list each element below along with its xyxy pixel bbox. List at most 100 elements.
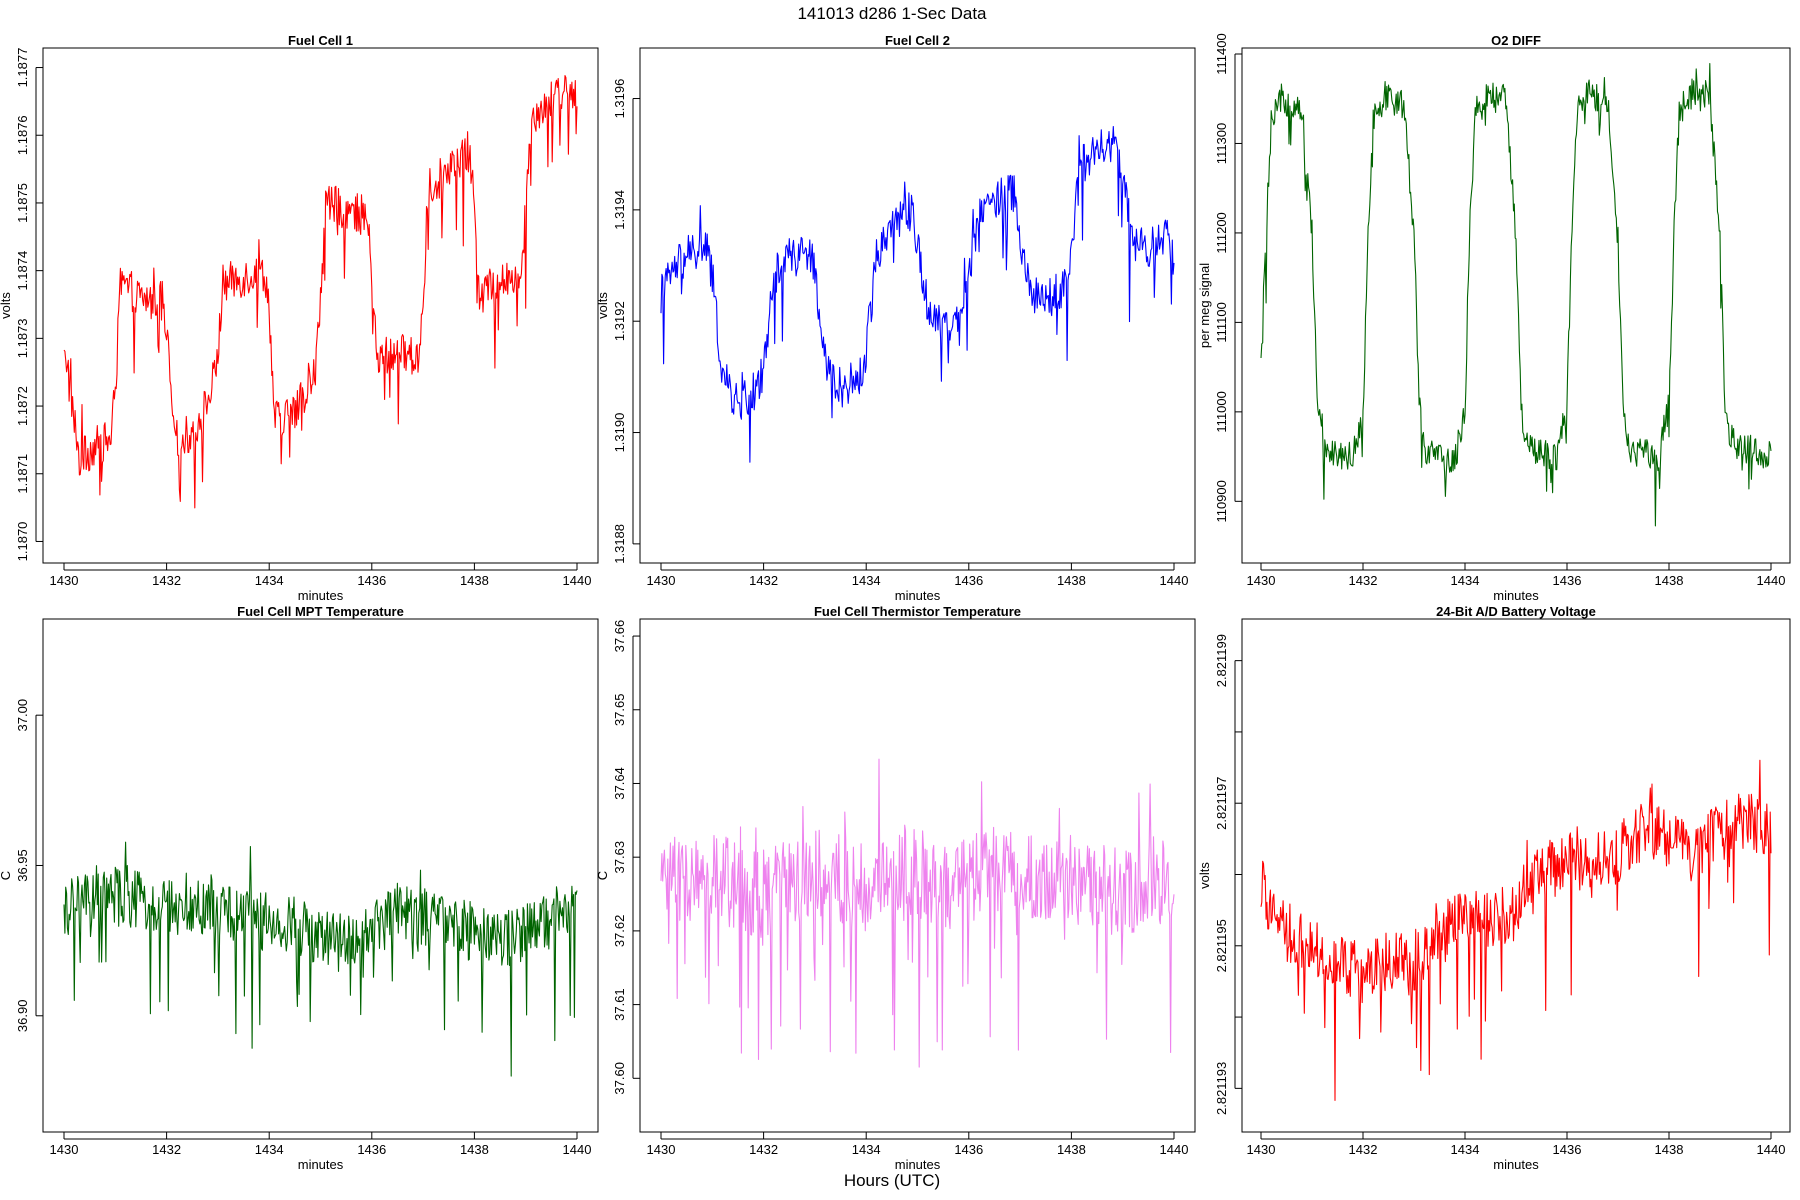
x-tick-label: 1434 [1451, 573, 1480, 588]
x-tick-label: 1434 [852, 573, 881, 588]
y-tick-label: 1.3194 [612, 190, 627, 230]
y-tick-label: 111200 [1214, 212, 1229, 253]
panel-title: Fuel Cell Thermistor Temperature [814, 604, 1021, 619]
x-axis-label: minutes [1493, 588, 1539, 603]
x-tick-label: 1440 [563, 573, 592, 588]
x-axis-label: minutes [298, 1157, 344, 1172]
x-tick-label: 1438 [1655, 573, 1684, 588]
x-tick-label: 1432 [749, 1142, 778, 1157]
y-tick-label: 111400 [1214, 33, 1229, 74]
plot-frame [639, 618, 1196, 1133]
y-tick-label: 37.63 [612, 841, 627, 874]
y-tick-label: 37.66 [612, 620, 627, 653]
y-tick-label: 1.1873 [15, 318, 30, 358]
y-tick-label: 36.90 [15, 1000, 30, 1033]
chart-panel-2: Fuel Cell 2 1430 1432 1434 1436 1438 1440 minut… [595, 33, 1196, 603]
x-tick-label: 1440 [1160, 1142, 1189, 1157]
x-tick-label: 1432 [152, 573, 181, 588]
y-tick-label: 2.821197 [1214, 777, 1229, 830]
y-axis-label: volts [0, 292, 13, 319]
plot-frame [42, 47, 599, 564]
y-axis-label: per meg signal [1197, 263, 1212, 348]
y-axis-label: volts [595, 292, 610, 319]
plot-frame [1241, 618, 1791, 1133]
plot-frame [42, 618, 599, 1133]
panel-title: Fuel Cell MPT Temperature [237, 604, 404, 619]
y-axis-label: C [595, 871, 610, 880]
y-tick-label: 1.1877 [15, 48, 30, 88]
plot-frame [1241, 47, 1791, 564]
x-axis-label: minutes [895, 588, 941, 603]
y-tick-label: 111100 [1214, 302, 1229, 343]
series-line [63, 841, 578, 1077]
plot-frame [639, 47, 1196, 564]
y-tick-label: 36.95 [15, 849, 30, 882]
y-tick-label: 37.60 [612, 1062, 627, 1095]
y-tick-label: 37.00 [15, 699, 30, 732]
panel-title: 24-Bit A/D Battery Voltage [1436, 604, 1596, 619]
y-tick-label: 37.65 [612, 693, 627, 726]
x-tick-label: 1438 [1057, 573, 1086, 588]
x-axis-label: minutes [298, 588, 344, 603]
x-tick-label: 1432 [152, 1142, 181, 1157]
y-tick-label: 111300 [1214, 123, 1229, 164]
y-tick-label: 37.62 [612, 915, 627, 948]
y-tick-label: 2.821195 [1214, 919, 1229, 972]
panel-title: Fuel Cell 2 [885, 33, 950, 48]
series-line [1260, 63, 1772, 527]
x-tick-label: 1436 [954, 1142, 983, 1157]
chart-panel-1: Fuel Cell 1 1430 1432 1434 1436 1438 1440 minut… [0, 33, 599, 603]
x-axis-label: minutes [895, 1157, 941, 1172]
y-tick-label: 1.1875 [15, 183, 30, 223]
y-tick-label: 1.3192 [612, 301, 627, 341]
x-tick-label: 1434 [255, 1142, 284, 1157]
y-axis-label: volts [1197, 862, 1212, 889]
y-tick-label: 2.821199 [1214, 634, 1229, 687]
y-tick-label: 37.64 [612, 767, 627, 800]
y-tick-label: 1.1870 [15, 522, 30, 562]
y-tick-label: 1.3190 [612, 413, 627, 453]
x-tick-label: 1440 [1160, 573, 1189, 588]
series-line [660, 758, 1175, 1068]
figure-title: 141013 d286 1-Sec Data [797, 4, 987, 23]
panel-title: Fuel Cell 1 [288, 33, 353, 48]
x-axis-label: minutes [1493, 1157, 1539, 1172]
chart-panel-3: O2 DIFF 1430 1432 1434 1436 1438 1440 minutes 11… [1197, 33, 1791, 603]
x-tick-label: 1434 [255, 573, 284, 588]
series-line [63, 75, 578, 509]
x-tick-label: 1440 [563, 1142, 592, 1157]
x-tick-label: 1432 [749, 573, 778, 588]
panels-group: Fuel Cell 1 1430 1432 1434 1436 1438 1440 minut… [0, 33, 1791, 1172]
y-tick-label: 37.61 [612, 988, 627, 1021]
x-tick-label: 1436 [1553, 1142, 1582, 1157]
chart-panel-6: 24-Bit A/D Battery Voltage 1430 1432 1434 14… [1197, 604, 1791, 1172]
x-tick-label: 1436 [357, 573, 386, 588]
x-tick-label: 1436 [1553, 573, 1582, 588]
footer-label: Hours (UTC) [844, 1171, 940, 1190]
x-tick-label: 1430 [50, 573, 79, 588]
x-tick-label: 1436 [954, 573, 983, 588]
x-tick-label: 1430 [647, 1142, 676, 1157]
x-tick-label: 1432 [1349, 573, 1378, 588]
panel-title: O2 DIFF [1491, 33, 1541, 48]
x-tick-label: 1432 [1349, 1142, 1378, 1157]
chart-panel-4: Fuel Cell MPT Temperature 1430 1432 1434 143… [0, 604, 599, 1172]
y-tick-label: 1.3196 [612, 79, 627, 119]
x-tick-label: 1440 [1757, 1142, 1786, 1157]
series-line [660, 125, 1175, 463]
y-tick-label: 1.1876 [15, 115, 30, 155]
y-tick-label: 110900 [1214, 480, 1229, 522]
chart-panel-5: Fuel Cell Thermistor Temperature 1430 1432… [595, 604, 1196, 1172]
series-line [1260, 759, 1772, 1101]
x-tick-label: 1434 [1451, 1142, 1480, 1157]
y-tick-label: 1.1872 [15, 386, 30, 426]
x-tick-label: 1436 [357, 1142, 386, 1157]
x-tick-label: 1438 [1655, 1142, 1684, 1157]
x-tick-label: 1430 [1247, 1142, 1276, 1157]
x-tick-label: 1438 [1057, 1142, 1086, 1157]
x-tick-label: 1430 [50, 1142, 79, 1157]
x-tick-label: 1430 [647, 573, 676, 588]
x-tick-label: 1438 [460, 1142, 489, 1157]
y-tick-label: 1.1874 [15, 251, 30, 291]
